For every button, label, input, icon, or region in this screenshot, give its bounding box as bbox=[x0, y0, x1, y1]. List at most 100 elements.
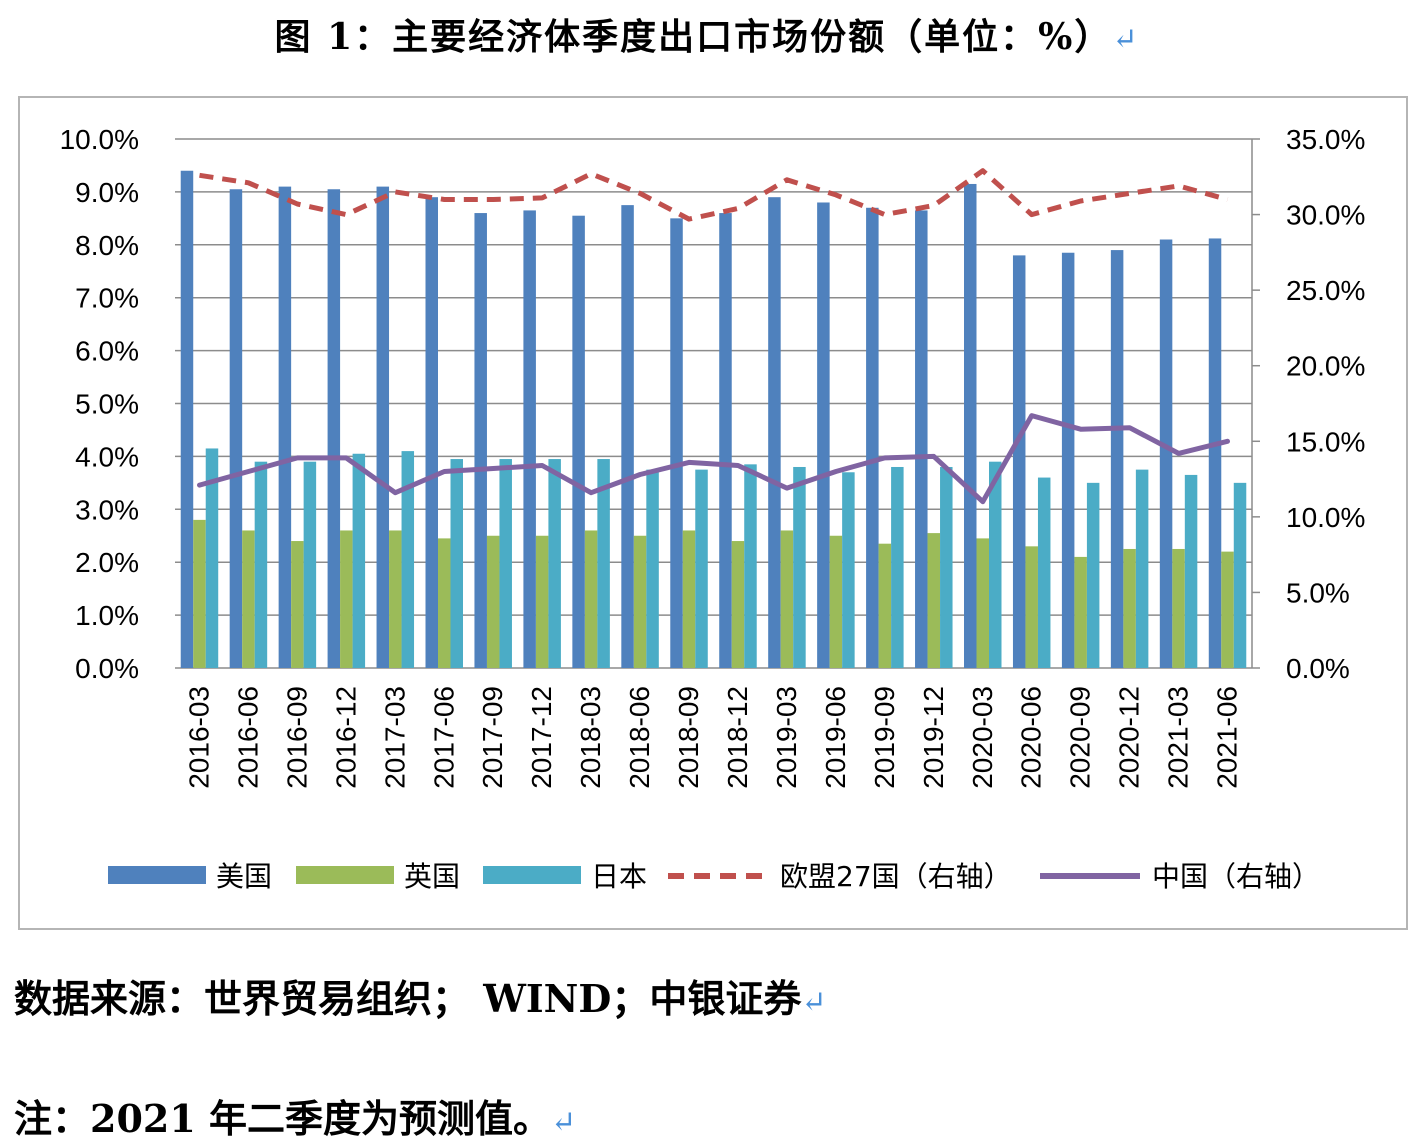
legend-swatch bbox=[483, 866, 581, 884]
line-中国（右轴） bbox=[197, 413, 1230, 505]
legend-label: 中国（右轴） bbox=[1152, 860, 1320, 893]
left-tick-label: 10.0% bbox=[60, 124, 139, 155]
note-text: 注：2021 年二季度为预测值。 bbox=[14, 1096, 551, 1141]
x-tick-label: 2016-12 bbox=[330, 686, 361, 789]
line-欧盟27国（右轴） bbox=[199, 168, 1229, 222]
bar-英国 bbox=[1123, 548, 1136, 668]
bar-英国 bbox=[389, 530, 402, 668]
bar-日本 bbox=[254, 461, 268, 668]
bar-美国 bbox=[670, 218, 683, 668]
legend-label: 英国 bbox=[404, 860, 460, 893]
bar-日本 bbox=[1135, 469, 1149, 668]
bar-美国 bbox=[964, 183, 977, 668]
bar-日本 bbox=[744, 464, 757, 668]
bar-日本 bbox=[940, 466, 953, 668]
x-tick-label: 2019-12 bbox=[918, 686, 949, 789]
bar-英国 bbox=[340, 530, 353, 668]
x-tick-label: 2020-03 bbox=[967, 686, 998, 789]
title-text: 图 1：主要经济体季度出口市场份额（单位：%） bbox=[274, 16, 1113, 58]
right-tick-label: 30.0% bbox=[1286, 200, 1365, 231]
return-mark-icon: ↵ bbox=[1112, 22, 1140, 57]
bar-美国 bbox=[376, 186, 390, 669]
bar-美国 bbox=[1110, 250, 1124, 668]
bar-日本 bbox=[989, 461, 1002, 668]
right-tick-label: 0.0% bbox=[1286, 653, 1350, 684]
x-tick-label: 2021-03 bbox=[1163, 686, 1194, 789]
forecast-note: 注：2021 年二季度为预测值。↵ bbox=[14, 1088, 576, 1143]
bar-英国 bbox=[193, 519, 206, 668]
bar-美国 bbox=[719, 213, 732, 668]
bar-日本 bbox=[842, 472, 855, 668]
chart-frame: 0.0% 1.0% 2.0% 3.0% 4.0% 5.0% 6.0% 7.0% 8.0% 9.0%… bbox=[18, 96, 1408, 930]
bar-日本 bbox=[1233, 482, 1247, 668]
chart: 0.0% 1.0% 2.0% 3.0% 4.0% 5.0% 6.0% 7.0% 8.0% 9.0%… bbox=[60, 124, 1366, 893]
bar-英国 bbox=[535, 535, 549, 668]
bar-美国 bbox=[572, 215, 585, 668]
x-tick-label: 2018-03 bbox=[575, 686, 606, 789]
bar-美国 bbox=[817, 202, 830, 668]
bar-英国 bbox=[927, 533, 941, 668]
bar-美国 bbox=[523, 210, 536, 668]
bar-美国 bbox=[229, 189, 243, 668]
legend-swatch bbox=[296, 866, 394, 884]
bar-美国 bbox=[866, 207, 879, 668]
bar-英国 bbox=[682, 530, 696, 668]
bar-日本 bbox=[352, 453, 366, 668]
bar-日本 bbox=[793, 466, 806, 668]
right-tick-label: 25.0% bbox=[1286, 275, 1365, 306]
right-tick-label: 15.0% bbox=[1286, 426, 1365, 457]
bar-英国 bbox=[1172, 548, 1185, 668]
bar-日本 bbox=[695, 469, 708, 668]
bar-英国 bbox=[633, 535, 647, 668]
bar-美国 bbox=[915, 210, 928, 668]
x-tick-label: 2018-09 bbox=[673, 686, 704, 789]
bar-日本 bbox=[303, 461, 317, 668]
x-tick-label: 2020-06 bbox=[1016, 686, 1047, 789]
bar-英国 bbox=[780, 530, 794, 668]
bar-日本 bbox=[1037, 477, 1051, 668]
x-tick-label: 2019-03 bbox=[771, 686, 802, 789]
left-tick-label: 0.0% bbox=[75, 653, 139, 684]
legend-label: 欧盟27国（右轴） bbox=[780, 860, 1012, 893]
left-tick-label: 6.0% bbox=[75, 336, 139, 367]
bar-日本 bbox=[205, 448, 219, 668]
left-tick-label: 2.0% bbox=[75, 547, 139, 578]
bar-美国 bbox=[768, 197, 781, 668]
return-mark-icon: ↵ bbox=[551, 1105, 577, 1140]
bar-日本 bbox=[646, 469, 659, 668]
page-title: 图 1：主要经济体季度出口市场份额（单位：%）↵ bbox=[0, 8, 1414, 60]
bar-美国 bbox=[180, 170, 194, 668]
x-tick-label: 2018-12 bbox=[722, 686, 753, 789]
left-tick-label: 3.0% bbox=[75, 494, 139, 525]
return-mark-icon: ↵ bbox=[801, 985, 827, 1020]
bar-美国 bbox=[1208, 238, 1222, 668]
x-tick-label: 2016-06 bbox=[232, 686, 263, 789]
left-tick-label: 4.0% bbox=[75, 441, 139, 472]
bar-美国 bbox=[621, 205, 634, 668]
bar-英国 bbox=[242, 530, 255, 668]
source-note: 数据来源：世界贸易组织； WIND；中银证券↵ bbox=[14, 968, 827, 1023]
bar-美国 bbox=[278, 186, 292, 669]
x-tick-label: 2021-06 bbox=[1212, 686, 1243, 789]
bar-英国 bbox=[438, 538, 451, 668]
bar-美国 bbox=[425, 197, 438, 668]
bar-日本 bbox=[401, 451, 415, 668]
left-tick-label: 8.0% bbox=[75, 230, 139, 261]
bar-英国 bbox=[584, 530, 598, 668]
left-tick-label: 7.0% bbox=[75, 283, 139, 314]
legend-label: 日本 bbox=[591, 860, 647, 893]
bar-美国 bbox=[327, 189, 341, 668]
right-tick-label: 5.0% bbox=[1286, 577, 1350, 608]
bar-英国 bbox=[291, 541, 304, 668]
bar-英国 bbox=[878, 543, 892, 668]
left-tick-label: 5.0% bbox=[75, 389, 139, 420]
x-tick-label: 2017-09 bbox=[477, 686, 508, 789]
legend-swatch bbox=[108, 866, 206, 884]
bar-美国 bbox=[1012, 255, 1026, 668]
right-tick-label: 10.0% bbox=[1286, 502, 1365, 533]
bar-日本 bbox=[891, 466, 904, 668]
bar-日本 bbox=[450, 459, 463, 668]
bar-英国 bbox=[829, 535, 843, 668]
left-tick-label: 1.0% bbox=[75, 600, 139, 631]
bar-美国 bbox=[474, 213, 487, 668]
